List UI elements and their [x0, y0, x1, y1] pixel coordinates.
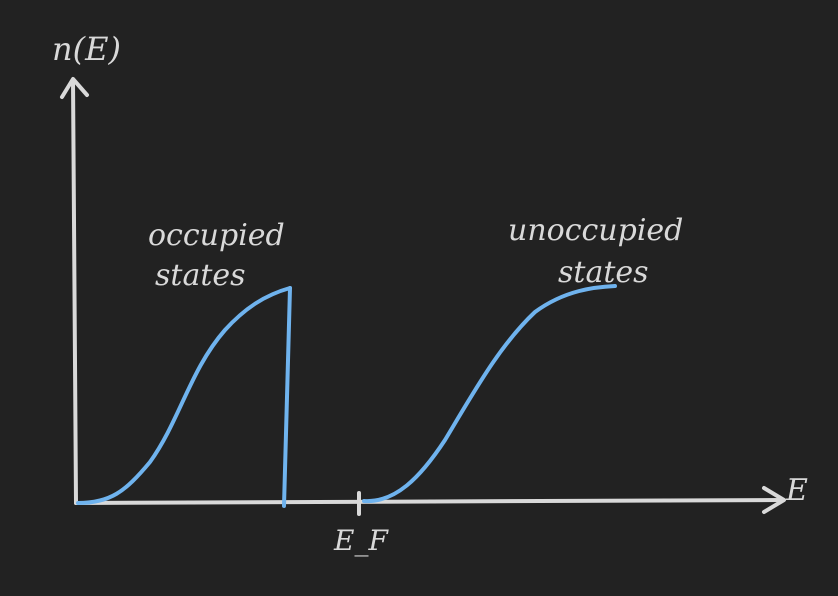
axes — [60, 77, 786, 516]
y-axis-label: n(E) — [52, 30, 121, 68]
unoccupied-label-line2: states — [558, 255, 649, 290]
y-axis — [71, 78, 78, 505]
occupied-states-curve — [76, 286, 292, 505]
y-axis-arrowhead — [60, 77, 89, 99]
curves — [76, 284, 617, 508]
x-axis-arrowhead — [762, 486, 786, 514]
occupied-label-line2: states — [155, 258, 246, 293]
unoccupied-label-line1: unoccupied — [508, 213, 683, 248]
x-axis — [74, 498, 784, 505]
occupied-states-cutoff — [282, 286, 292, 508]
fermi-level-label: E_F — [333, 524, 389, 557]
occupied-label-line1: occupied — [148, 218, 285, 253]
x-axis-label: E — [785, 473, 808, 508]
unoccupied-states-curve — [362, 284, 617, 504]
